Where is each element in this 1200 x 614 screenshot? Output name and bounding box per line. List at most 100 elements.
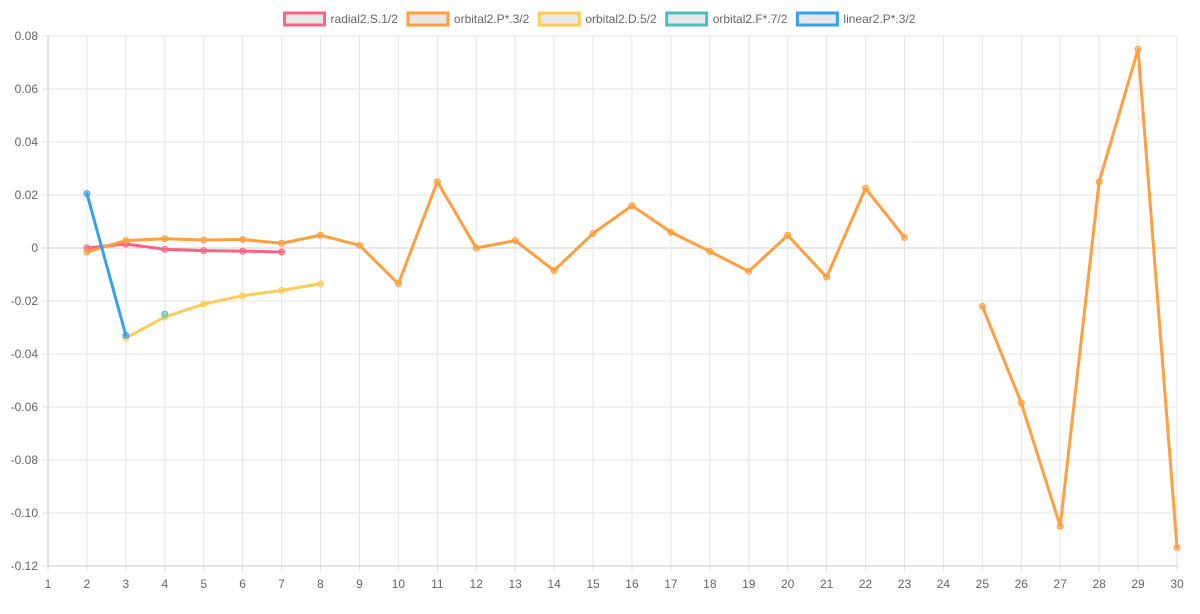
- data-point[interactable]: [239, 236, 247, 244]
- data-point[interactable]: [589, 229, 597, 237]
- legend-label: orbital2.D.5/2: [585, 12, 657, 26]
- data-point[interactable]: [1056, 522, 1064, 530]
- data-point[interactable]: [1095, 178, 1103, 186]
- series-2: [122, 280, 325, 342]
- x-tick-label: 3: [123, 577, 130, 591]
- y-tick-label: 0.08: [15, 29, 39, 43]
- data-point[interactable]: [355, 241, 363, 249]
- data-point[interactable]: [239, 247, 247, 255]
- x-tick-label: 13: [508, 577, 522, 591]
- x-tick-label: 11: [431, 577, 444, 591]
- legend-swatch: [665, 11, 709, 27]
- x-tick-label: 19: [742, 577, 756, 591]
- data-point[interactable]: [239, 292, 247, 300]
- data-point[interactable]: [628, 202, 636, 210]
- x-tick-label: 30: [1170, 577, 1184, 591]
- grid: [42, 35, 1178, 572]
- data-point[interactable]: [317, 231, 325, 239]
- x-tick-label: 10: [392, 577, 406, 591]
- data-point[interactable]: [745, 267, 753, 275]
- data-point[interactable]: [978, 302, 986, 310]
- legend-swatch: [537, 11, 581, 27]
- x-tick-label: 8: [317, 577, 324, 591]
- x-tick-label: 23: [898, 577, 912, 591]
- data-point[interactable]: [1017, 399, 1025, 407]
- x-tick-label: 4: [161, 577, 168, 591]
- legend-swatch: [283, 11, 327, 27]
- legend-label: linear2.P*.3/2: [843, 12, 915, 26]
- x-tick-label: 14: [547, 577, 561, 591]
- legend-label: orbital2.P*.3/2: [454, 12, 530, 26]
- legend-swatch: [406, 11, 450, 27]
- legend-item[interactable]: radial2.S.1/2: [283, 11, 399, 27]
- data-point[interactable]: [784, 231, 792, 239]
- data-point[interactable]: [472, 244, 480, 252]
- data-point[interactable]: [511, 237, 519, 245]
- data-point[interactable]: [823, 273, 831, 281]
- data-point[interactable]: [161, 245, 169, 253]
- axes: 0.08 0.06 0.04 0.02 0 -0.02 -0.04 -0.06 -0.08 -0.…: [11, 29, 1184, 591]
- x-tick-label: 28: [1092, 577, 1106, 591]
- data-point[interactable]: [83, 190, 91, 198]
- x-tick-label: 12: [470, 577, 484, 591]
- x-tick-label: 22: [859, 577, 873, 591]
- data-point[interactable]: [200, 247, 208, 255]
- x-tick-label: 16: [625, 577, 639, 591]
- data-point[interactable]: [161, 310, 169, 318]
- legend-item[interactable]: orbital2.P*.3/2: [406, 11, 530, 27]
- data-point[interactable]: [83, 248, 91, 256]
- series-1: [83, 45, 1181, 551]
- x-tick-label: 17: [664, 577, 678, 591]
- data-point[interactable]: [200, 236, 208, 244]
- data-point[interactable]: [122, 331, 130, 339]
- x-tick-label: 26: [1015, 577, 1029, 591]
- y-tick-label: -0.06: [11, 400, 39, 414]
- legend[interactable]: radial2.S.1/2 orbital2.P*.3/2 orbital2.D.5…: [283, 11, 916, 27]
- x-tick-label: 9: [356, 577, 363, 591]
- y-tick-label: 0.04: [15, 135, 39, 149]
- data-point[interactable]: [862, 184, 870, 192]
- data-point[interactable]: [278, 286, 286, 294]
- y-tick-label: -0.04: [11, 347, 39, 361]
- data-point[interactable]: [200, 300, 208, 308]
- x-tick-label: 25: [976, 577, 990, 591]
- data-point[interactable]: [550, 267, 558, 275]
- x-tick-label: 7: [278, 577, 285, 591]
- legend-item[interactable]: orbital2.F*.7/2: [665, 11, 788, 27]
- series-3: [161, 310, 169, 318]
- data-point[interactable]: [161, 235, 169, 243]
- data-point[interactable]: [317, 280, 325, 288]
- data-point[interactable]: [278, 239, 286, 247]
- x-tick-label: 27: [1054, 577, 1068, 591]
- x-tick-label: 15: [586, 577, 600, 591]
- x-tick-label: 21: [820, 577, 834, 591]
- x-tick-label: 24: [937, 577, 951, 591]
- x-tick-label: 20: [781, 577, 795, 591]
- series-4: [83, 190, 130, 339]
- data-point[interactable]: [1134, 45, 1142, 53]
- data-point[interactable]: [667, 228, 675, 236]
- series-line: [85, 192, 128, 337]
- legend-swatch: [795, 11, 839, 27]
- x-tick-label: 1: [45, 577, 52, 591]
- series-line: [980, 47, 1179, 549]
- data-point[interactable]: [706, 247, 714, 255]
- data-point[interactable]: [394, 280, 402, 288]
- legend-label: radial2.S.1/2: [331, 12, 399, 26]
- legend-item[interactable]: orbital2.D.5/2: [537, 11, 657, 27]
- data-point[interactable]: [433, 178, 441, 186]
- y-tick-label: -0.02: [11, 294, 39, 308]
- y-tick-label: 0.06: [15, 82, 39, 96]
- legend-item[interactable]: linear2.P*.3/2: [795, 11, 916, 27]
- data-point[interactable]: [1173, 543, 1181, 551]
- y-tick-label: -0.12: [11, 559, 39, 573]
- data-point[interactable]: [122, 237, 130, 245]
- x-tick-label: 5: [200, 577, 207, 591]
- data-point[interactable]: [900, 233, 908, 241]
- data-point[interactable]: [278, 248, 286, 256]
- y-tick-label: -0.10: [11, 506, 39, 520]
- y-tick-label: -0.08: [11, 453, 39, 467]
- x-tick-label: 6: [239, 577, 246, 591]
